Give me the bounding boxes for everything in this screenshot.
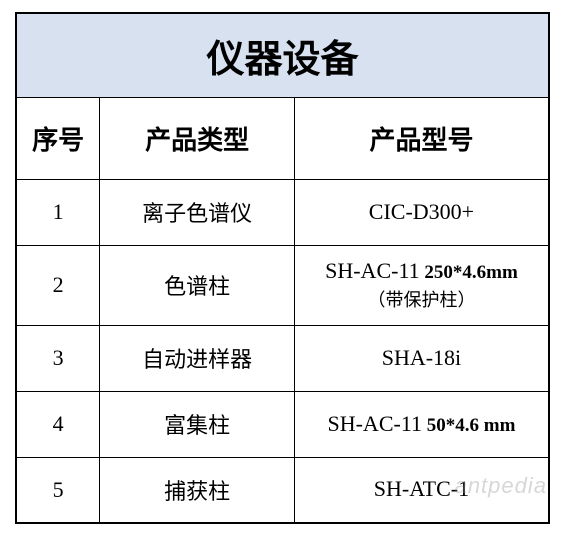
table-row: 2 色谱柱 SH-AC-11 250*4.6mm （带保护柱） (16, 245, 549, 325)
table-row: 1 离子色谱仪 CIC-D300+ (16, 179, 549, 245)
cell-type: 捕获柱 (100, 457, 295, 523)
table-title-cell: 仪器设备 (16, 13, 549, 97)
model-sub: 250*4.6mm (420, 262, 518, 283)
cell-model: SH-AC-11 250*4.6mm （带保护柱） (294, 245, 549, 325)
cell-model: SH-ATC-1 (294, 457, 549, 523)
cell-index: 1 (16, 179, 100, 245)
table-title: 仪器设备 (206, 39, 358, 81)
cell-type: 离子色谱仪 (100, 179, 295, 245)
cell-model: SHA-18i (294, 325, 549, 391)
model-main: SH-AC-11 (325, 258, 420, 283)
cell-index: 3 (16, 325, 100, 391)
equipment-table: 仪器设备 序号 产品类型 产品型号 1 离子色谱仪 CIC-D300+ 2 色谱… (15, 12, 550, 524)
model-main: SHA-18i (382, 345, 461, 370)
cell-type: 自动进样器 (100, 325, 295, 391)
header-type: 产品类型 (100, 97, 295, 179)
header-model: 产品型号 (294, 97, 549, 179)
cell-model: CIC-D300+ (294, 179, 549, 245)
cell-index: 5 (16, 457, 100, 523)
cell-model: SH-AC-11 50*4.6 mm (294, 391, 549, 457)
model-sub: 50*4.6 mm (422, 415, 515, 436)
cell-index: 4 (16, 391, 100, 457)
table-row: 4 富集柱 SH-AC-11 50*4.6 mm (16, 391, 549, 457)
table-row: 3 自动进样器 SHA-18i (16, 325, 549, 391)
header-index: 序号 (16, 97, 100, 179)
model-main: SH-ATC-1 (374, 476, 469, 501)
cell-type: 色谱柱 (100, 245, 295, 325)
model-note: （带保护柱） (295, 289, 548, 312)
model-main: CIC-D300+ (369, 199, 474, 224)
table-header-row: 序号 产品类型 产品型号 (16, 97, 549, 179)
cell-index: 2 (16, 245, 100, 325)
model-main: SH-AC-11 (327, 411, 422, 436)
table-row: 5 捕获柱 SH-ATC-1 (16, 457, 549, 523)
cell-type: 富集柱 (100, 391, 295, 457)
